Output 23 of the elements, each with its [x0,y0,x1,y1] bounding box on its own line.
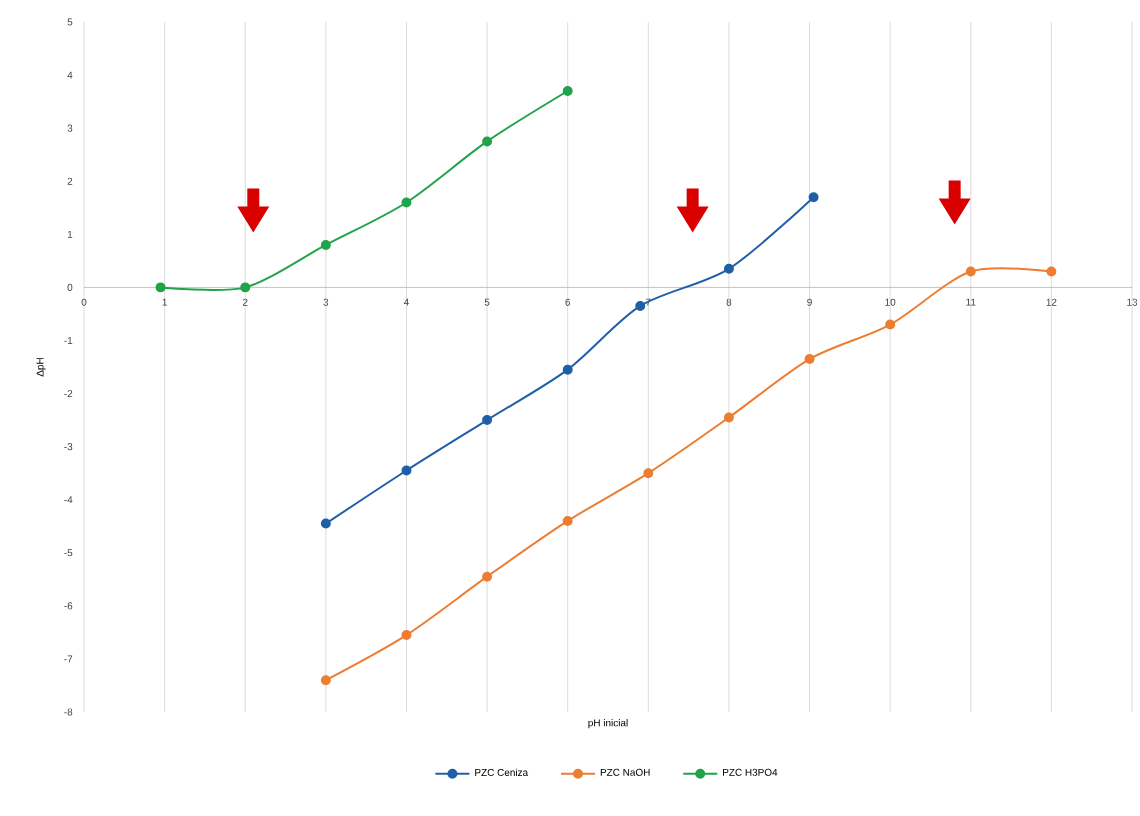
point [1046,266,1057,277]
point [401,465,412,476]
point [804,354,815,365]
point [320,239,331,250]
point [562,86,573,96]
point [482,415,493,426]
point [723,263,734,274]
point [240,282,251,293]
point [562,515,573,526]
point [965,266,976,277]
point [885,319,896,330]
point [482,136,493,147]
point [401,197,412,208]
point [155,282,166,293]
point [320,518,331,529]
point [723,412,734,423]
point [808,192,819,203]
point [320,675,331,686]
point [401,630,412,641]
point [562,364,573,375]
point [635,300,646,311]
point [482,571,493,582]
point [643,468,654,479]
